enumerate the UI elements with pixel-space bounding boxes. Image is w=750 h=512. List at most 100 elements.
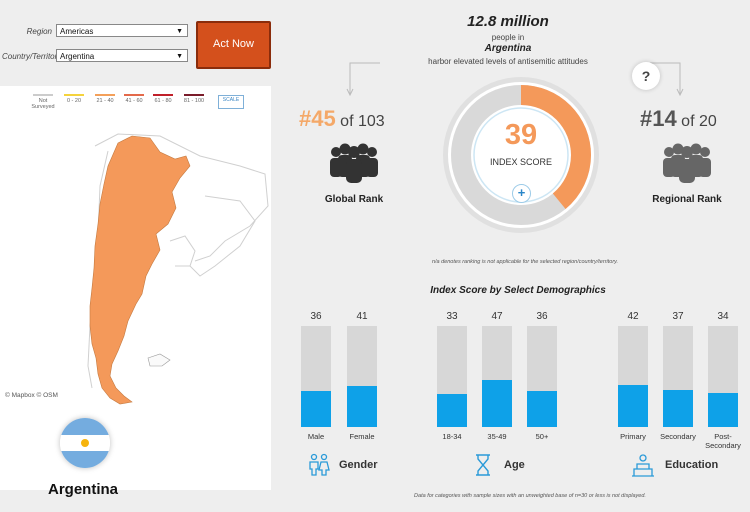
bar-value-label: 36 [536,311,548,322]
neighbor-border [94,133,269,262]
legend-swatch [124,94,144,96]
plus-icon[interactable]: + [512,184,531,203]
connector-lines [346,62,684,97]
legend-item: 0 - 20 [61,94,87,104]
bar-category-label: Secondary [660,432,696,441]
bar-fill[interactable] [618,384,648,427]
bar-category-label: 50+ [535,432,549,441]
country-select-value: Argentina [60,52,95,61]
bar-track [482,326,512,427]
bar-value-label: 41 [356,311,368,322]
neighbor-border [169,235,196,267]
bar-category-label: Primary [620,432,646,441]
legend-item: Not Surveyed [30,94,56,110]
education-icon [632,454,654,477]
chevron-down-icon: ▼ [176,28,183,35]
bar-value-label: 36 [310,311,322,322]
bar-fill[interactable] [437,393,467,427]
regional-rank-label: Regional Rank [652,194,722,205]
global-rank-of: of 103 [340,113,385,130]
hourglass-icon [476,454,490,476]
legend-swatch [153,94,173,96]
index-score-label: INDEX SCORE [489,157,552,167]
legend-item: 41 - 60 [121,94,147,104]
act-now-button[interactable]: Act Now [196,21,271,69]
bar-value-label: 37 [672,311,684,322]
map-panel: Not Surveyed 0 - 20 21 - 40 41 - 60 61 - 80 8… [0,86,271,490]
index-score-donut [443,77,599,233]
legend-label: 41 - 60 [125,98,143,104]
legend-swatch [95,94,115,96]
bar-track [437,326,467,427]
global-rank: #45 of 103 [299,106,385,132]
legend-label: Not Surveyed [31,98,55,110]
bar-category-label: 35-49 [487,432,507,441]
bar-value-label: 34 [717,311,729,322]
global-rank-number: #45 [299,106,336,131]
headline-country: Argentina [484,43,532,54]
regional-rank-number: #14 [640,106,677,131]
legend-label: 61 - 80 [154,98,172,104]
people-group-icon [330,143,378,183]
argentina-shape[interactable] [89,135,191,405]
country-select[interactable]: Argentina ▼ [56,49,188,62]
legend-label: 81 - 100 [183,98,205,104]
bar-track [708,326,738,427]
index-score-value: 39 [504,119,538,151]
demographics-footnote: Data for categories with sample sizes wi… [414,493,646,499]
scale-label: SCALE [222,97,240,103]
bar-fill[interactable] [347,385,377,427]
argentina-map[interactable] [0,126,271,416]
headline-line1: people in [491,33,525,42]
group-label-age: Age [504,459,525,471]
bar-fill[interactable] [482,379,512,427]
legend-swatch [184,94,204,96]
help-icon[interactable]: ? [632,62,660,90]
map-attribution: © Mapbox © OSM [5,392,58,399]
bar-value-label: 47 [491,311,503,322]
regional-rank: #14 of 20 [640,106,717,132]
argentina-flag-icon [60,418,110,468]
gender-icon [309,453,330,476]
demographics-title: Index Score by Select Demographics [430,285,606,296]
global-rank-label: Global Rank [324,194,384,205]
bar-track [663,326,693,427]
regional-rank-of: of 20 [681,113,717,130]
bar-fill[interactable] [301,390,331,427]
group-label-gender: Gender [339,459,378,471]
bar-value-label: 33 [446,311,458,322]
headline-count: 12.8 million [467,13,549,30]
legend-label: 0 - 20 [66,98,82,104]
bar-category-label: Post-Secondary [705,432,741,450]
bar-fill[interactable] [708,392,738,427]
bar-track [301,326,331,427]
bar-value-label: 42 [627,311,639,322]
bar-category-label: Male [307,432,325,441]
na-note: n/a denotes ranking is not applicable fo… [431,259,619,265]
bar-track [618,326,648,427]
people-group-icon [663,143,711,183]
bar-category-label: 18-34 [442,432,462,441]
bar-track [527,326,557,427]
region-label: Region [26,27,52,36]
bar-fill[interactable] [527,390,557,427]
bar-category-label: Female [349,432,375,441]
falkland-islands [147,353,171,367]
headline-line2: harbor elevated levels of antisemitic at… [428,57,588,66]
legend-swatch [33,94,53,96]
legend-item: 81 - 100 [181,94,207,104]
country-name: Argentina [48,481,119,498]
bar-fill[interactable] [663,389,693,427]
country-label: Country/Territory [2,52,62,61]
region-select[interactable]: Americas ▼ [56,24,188,37]
chevron-down-icon: ▼ [176,53,183,60]
group-label-education: Education [665,459,719,471]
scale-button[interactable]: SCALE [218,95,244,109]
legend-swatch [64,94,84,96]
region-select-value: Americas [60,27,94,36]
neighbor-border [189,195,256,277]
donut-value-arc [451,85,591,225]
legend-item: 21 - 40 [92,94,118,104]
bar-track [347,326,377,427]
